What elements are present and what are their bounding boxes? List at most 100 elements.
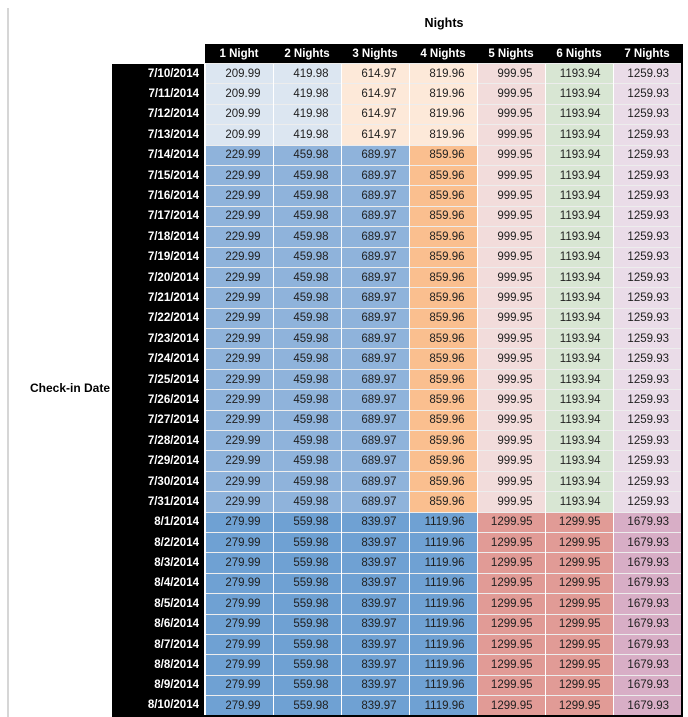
checkin-date-cell: 8/5/2014 [112, 593, 206, 615]
checkin-date-cell: 7/23/2014 [112, 328, 206, 349]
rate-cell: 999.95 [476, 83, 545, 105]
rate-cell: 559.98 [272, 593, 341, 615]
rate-cell: 689.97 [340, 307, 409, 329]
rate-cell: 999.95 [476, 307, 545, 329]
rate-row: 7/16/2014 229.99 459.98 689.97 859.96 999.95 1… [112, 185, 683, 207]
col-header-6-nights: 6 Nights [545, 44, 613, 64]
checkin-date-cell: 7/14/2014 [112, 145, 206, 166]
rate-cell: 1299.95 [476, 633, 545, 655]
rate-cell: 459.98 [272, 287, 341, 309]
rate-cell: 1259.93 [612, 287, 683, 309]
rate-cell: 1679.93 [612, 552, 683, 574]
rate-cell: 614.97 [340, 124, 409, 146]
rate-cell: 1119.96 [408, 572, 477, 594]
rate-cell: 1259.93 [612, 103, 683, 125]
checkin-date-cell: 8/10/2014 [112, 695, 206, 717]
rate-cell: 419.98 [272, 62, 341, 84]
rate-cell: 459.98 [272, 307, 341, 329]
rate-cell: 1193.94 [544, 205, 613, 227]
rate-cell: 859.96 [408, 368, 477, 390]
rate-cell: 1193.94 [544, 450, 613, 472]
table-body: 7/10/2014 209.99 419.98 614.97 819.96 999.95 1… [112, 62, 683, 717]
row-axis-label: Check-in Date [29, 381, 110, 395]
rate-cell: 1193.94 [544, 430, 613, 451]
rate-cell: 279.99 [204, 654, 273, 676]
rate-row: 7/21/2014 229.99 459.98 689.97 859.96 999.95 1… [112, 287, 683, 309]
rate-cell: 859.96 [408, 389, 477, 411]
rate-cell: 459.98 [272, 144, 341, 166]
rate-cell: 229.99 [204, 205, 273, 227]
rate-cell: 1119.96 [408, 593, 477, 615]
rate-cell: 689.97 [340, 226, 409, 248]
rate-row: 8/5/2014 279.99 559.98 839.97 1119.96 1299.95… [112, 593, 683, 615]
checkin-date-cell: 7/22/2014 [112, 308, 206, 329]
col-header-1-nights: 1 Night [205, 44, 273, 64]
rate-cell: 209.99 [204, 124, 273, 146]
rate-row: 7/11/2014 209.99 419.98 614.97 819.96 999.95 1… [112, 83, 683, 105]
col-header-2-nights: 2 Nights [273, 44, 341, 64]
rate-table: 1 Night 2 Nights 3 Nights 4 Nights 5 Nights 6… [112, 44, 683, 717]
rate-cell: 1193.94 [544, 307, 613, 329]
rate-cell: 999.95 [476, 491, 545, 513]
rate-cell: 559.98 [272, 572, 341, 594]
rate-cell: 1119.96 [408, 552, 477, 574]
rate-cell: 614.97 [340, 62, 409, 84]
checkin-date-cell: 7/15/2014 [112, 165, 206, 186]
rate-cell: 1299.95 [544, 572, 613, 594]
checkin-date-cell: 7/31/2014 [112, 491, 206, 513]
checkin-date-cell: 7/10/2014 [112, 63, 206, 84]
rate-row: 7/19/2014 229.99 459.98 689.97 859.96 999.95 1… [112, 246, 683, 268]
rate-cell: 1259.93 [612, 348, 683, 370]
rate-cell: 1193.94 [544, 389, 613, 411]
rate-cell: 229.99 [204, 246, 273, 268]
rate-cell: 419.98 [272, 83, 341, 105]
rate-row: 7/15/2014 229.99 459.98 689.97 859.96 999.95 1… [112, 164, 683, 186]
rate-cell: 559.98 [272, 511, 341, 533]
table-title: Nights [424, 16, 464, 30]
rate-cell: 839.97 [340, 674, 409, 696]
rate-cell: 279.99 [204, 531, 273, 553]
checkin-date-cell: 8/2/2014 [112, 532, 206, 553]
rate-cell: 459.98 [272, 246, 341, 268]
checkin-date-cell: 7/25/2014 [112, 369, 206, 390]
rate-row: 8/6/2014 279.99 559.98 839.97 1119.96 1299.95… [112, 613, 683, 635]
rate-cell: 1259.93 [612, 430, 683, 451]
rate-cell: 1119.96 [408, 674, 477, 696]
rate-cell: 229.99 [204, 491, 273, 513]
rate-cell: 229.99 [204, 348, 273, 370]
rate-cell: 1193.94 [544, 124, 613, 146]
rate-cell: 1679.93 [612, 674, 683, 696]
rate-cell: 1299.95 [544, 654, 613, 676]
rate-cell: 1259.93 [612, 307, 683, 329]
rate-row: 8/7/2014 279.99 559.98 839.97 1119.96 1299.95… [112, 633, 683, 655]
rate-cell: 1259.93 [612, 205, 683, 227]
checkin-date-cell: 7/17/2014 [112, 206, 206, 227]
checkin-date-cell: 8/4/2014 [112, 573, 206, 594]
rate-cell: 1259.93 [612, 491, 683, 513]
rate-cell: 1259.93 [612, 246, 683, 268]
rate-cell: 859.96 [408, 205, 477, 227]
col-header-5-nights: 5 Nights [477, 44, 545, 64]
rate-cell: 559.98 [272, 531, 341, 553]
rate-cell: 229.99 [204, 470, 273, 492]
table-header: 1 Night 2 Nights 3 Nights 4 Nights 5 Nights 6… [112, 44, 683, 64]
rate-cell: 859.96 [408, 144, 477, 166]
rate-cell: 559.98 [272, 552, 341, 574]
col-header-7-nights: 7 Nights [613, 44, 683, 64]
rate-cell: 1193.94 [544, 62, 613, 84]
rate-cell: 1259.93 [612, 62, 683, 84]
rate-cell: 839.97 [340, 531, 409, 553]
rate-cell: 1193.94 [544, 266, 613, 288]
rate-cell: 229.99 [204, 144, 273, 166]
checkin-date-cell: 8/1/2014 [112, 512, 206, 533]
rate-cell: 1119.96 [408, 633, 477, 655]
rate-cell: 559.98 [272, 613, 341, 635]
rate-row: 7/23/2014 229.99 459.98 689.97 859.96 999.95 1… [112, 328, 683, 349]
rate-row: 7/24/2014 229.99 459.98 689.97 859.96 999.95 1… [112, 348, 683, 370]
rate-cell: 999.95 [476, 430, 545, 451]
rate-cell: 209.99 [204, 103, 273, 125]
rate-cell: 1259.93 [612, 450, 683, 472]
rate-cell: 459.98 [272, 266, 341, 288]
rate-cell: 689.97 [340, 164, 409, 186]
rate-cell: 1299.95 [476, 531, 545, 553]
